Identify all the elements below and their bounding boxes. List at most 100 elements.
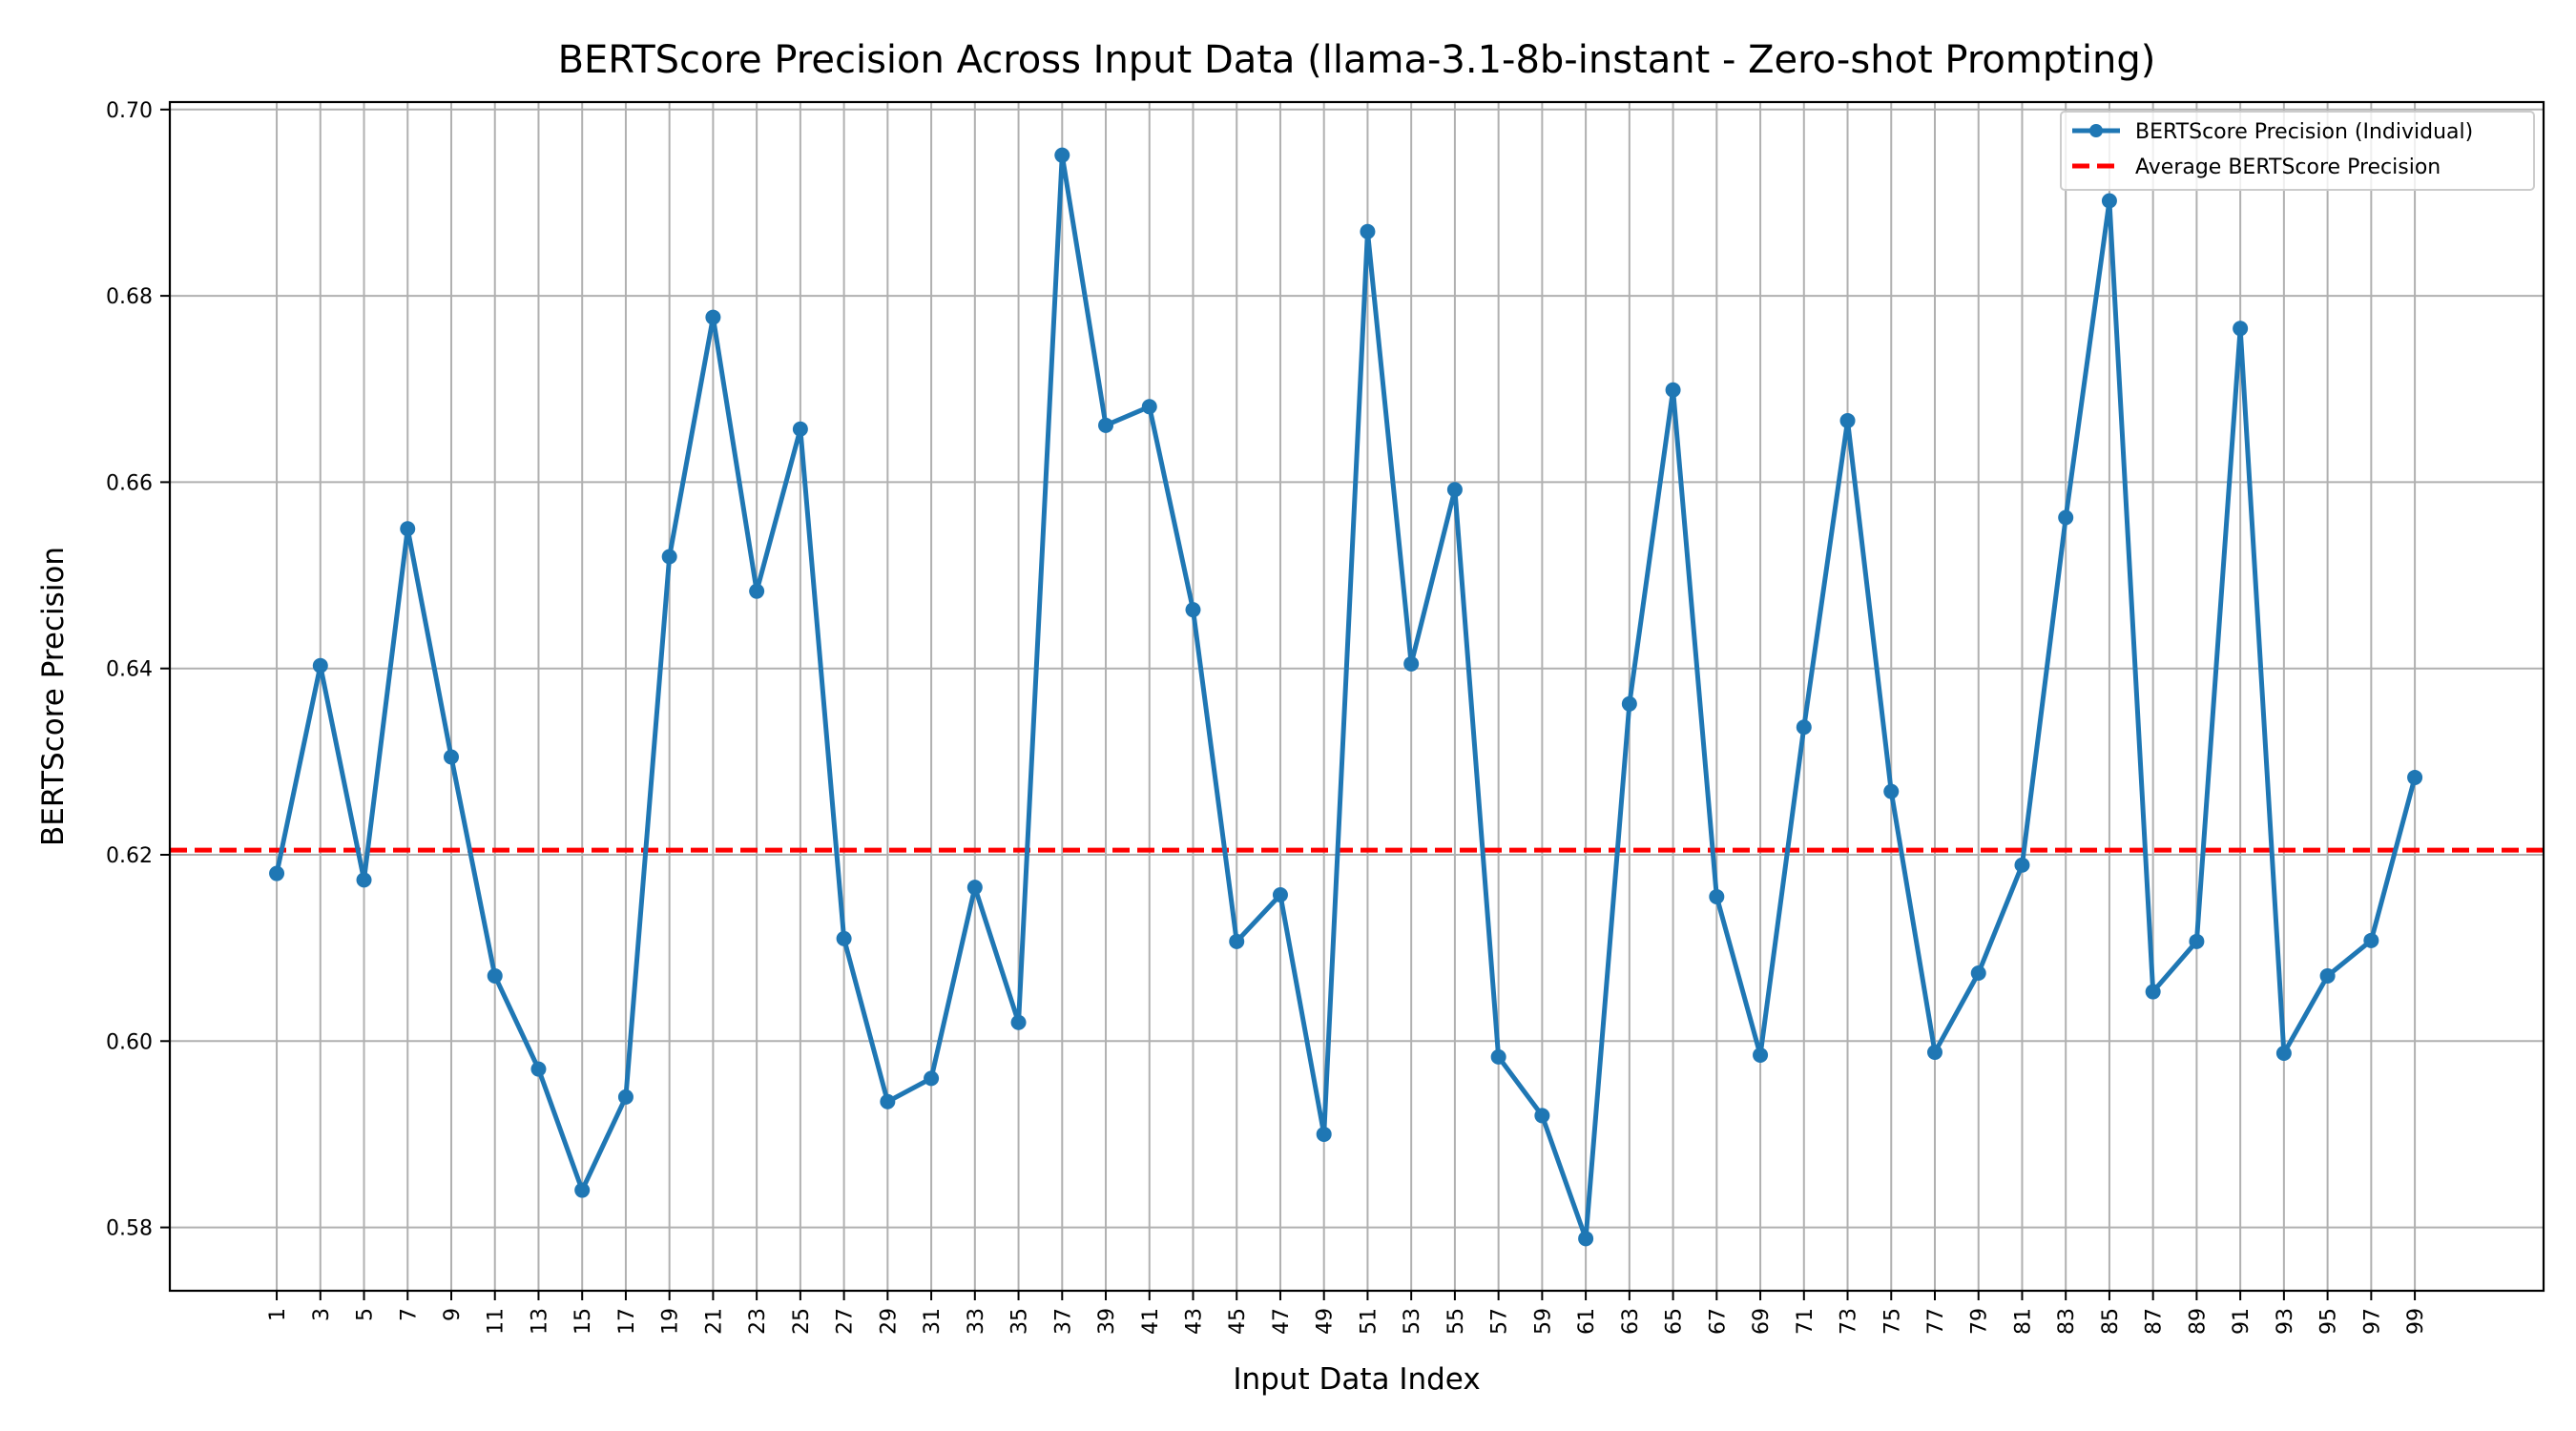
x-tick-label: 95: [2317, 1308, 2341, 1335]
data-point: [356, 872, 372, 888]
data-point: [661, 549, 677, 565]
x-tick-label: 81: [2011, 1308, 2035, 1335]
x-tick-label: 1: [266, 1308, 290, 1321]
x-tick-label: 7: [397, 1308, 421, 1321]
data-point: [1272, 886, 1288, 902]
data-point: [1141, 399, 1157, 415]
legend-series-label: BERTScore Precision (Individual): [2135, 120, 2473, 144]
x-tick-label: 41: [1139, 1308, 1163, 1335]
data-point: [749, 583, 765, 599]
data-point: [2014, 857, 2030, 873]
x-tick-label: 79: [1968, 1308, 1992, 1335]
data-point: [1621, 695, 1637, 712]
data-point: [269, 865, 285, 881]
data-point: [574, 1182, 591, 1198]
x-tick-label: 55: [1444, 1308, 1468, 1335]
data-point: [1010, 1014, 1027, 1030]
data-point: [1403, 655, 1420, 672]
data-point: [836, 930, 852, 946]
x-tick-label: 21: [702, 1308, 726, 1335]
data-point: [617, 1089, 634, 1105]
data-point: [2407, 769, 2423, 785]
x-tick-label: 3: [310, 1308, 334, 1321]
x-tick-label: 49: [1314, 1308, 1338, 1335]
data-point: [2275, 1045, 2292, 1061]
data-point: [1839, 412, 1856, 428]
data-point: [1578, 1231, 1594, 1247]
chart-title: BERTScore Precision Across Input Data (l…: [558, 38, 2156, 82]
data-point: [312, 657, 328, 674]
data-point: [1316, 1126, 1332, 1142]
y-tick-label: 0.58: [106, 1217, 153, 1241]
x-tick-label: 69: [1750, 1308, 1774, 1335]
data-point: [1665, 382, 1681, 398]
x-tick-label: 85: [2099, 1308, 2123, 1335]
x-tick-label: 63: [1619, 1308, 1643, 1335]
legend: BERTScore Precision (Individual) Average …: [2060, 111, 2535, 191]
data-point: [792, 421, 808, 437]
x-tick-label: 23: [746, 1308, 770, 1335]
y-tick-label: 0.70: [106, 99, 153, 123]
data-point: [966, 880, 983, 896]
x-tick-label: 57: [1488, 1308, 1512, 1335]
data-point: [880, 1093, 896, 1110]
data-point: [2145, 984, 2161, 1000]
y-tick-label: 0.68: [106, 285, 153, 309]
x-tick-label: 47: [1270, 1308, 1294, 1335]
x-tick-label: 27: [834, 1308, 858, 1335]
data-point: [1970, 965, 1986, 982]
x-tick-label: 77: [1924, 1308, 1948, 1335]
data-point: [2101, 193, 2117, 209]
data-point: [1883, 783, 1900, 799]
x-tick-label: 67: [1706, 1308, 1730, 1335]
grid: [170, 102, 2544, 1291]
data-point: [1229, 933, 1245, 949]
x-tick-label: 43: [1182, 1308, 1206, 1335]
x-tick-label: 73: [1838, 1308, 1861, 1335]
x-tick-label: 53: [1401, 1308, 1424, 1335]
data-point: [443, 749, 459, 765]
data-point: [530, 1061, 547, 1077]
x-tick-label: 37: [1051, 1308, 1075, 1335]
series-group: [269, 147, 2423, 1247]
x-tick-label: 87: [2143, 1308, 2167, 1335]
x-tick-label: 9: [441, 1308, 465, 1321]
x-axis-label: Input Data Index: [1233, 1362, 1480, 1397]
x-tick-label: 5: [354, 1308, 378, 1321]
data-point: [2363, 932, 2379, 948]
x-tick-label: 25: [790, 1308, 814, 1335]
legend-series-marker: [2089, 124, 2103, 137]
x-tick-label: 17: [615, 1308, 639, 1335]
data-point: [1534, 1108, 1550, 1124]
data-point: [2233, 321, 2249, 337]
data-point: [1185, 602, 1201, 618]
x-tick-label: 75: [1880, 1308, 1904, 1335]
x-tick-label: 65: [1663, 1308, 1687, 1335]
data-point: [1098, 417, 1114, 433]
y-axis: 0.58 0.60 0.62 0.64 0.66 0.68 0.70: [106, 99, 170, 1241]
legend-box: [2060, 111, 2535, 191]
data-point: [1753, 1047, 1769, 1063]
data-point: [400, 521, 416, 537]
data-point: [487, 967, 503, 984]
data-point: [705, 309, 721, 325]
x-tick-label: 15: [571, 1308, 595, 1335]
data-point: [1054, 147, 1070, 163]
y-axis-label: BERTScore Precision: [36, 547, 71, 846]
x-tick-label: 89: [2186, 1308, 2210, 1335]
data-point: [1709, 888, 1725, 904]
x-tick-label: 83: [2055, 1308, 2079, 1335]
x-tick-label: 29: [877, 1308, 901, 1335]
data-point: [2319, 967, 2336, 984]
data-point: [1446, 482, 1463, 498]
x-tick-label: 19: [659, 1308, 683, 1335]
x-tick-label: 91: [2230, 1308, 2254, 1335]
x-tick-label: 13: [528, 1308, 551, 1335]
x-tick-label: 11: [485, 1308, 509, 1335]
x-tick-label: 45: [1226, 1308, 1250, 1335]
series-line: [274, 153, 2418, 1241]
plot-frame: [168, 100, 2545, 1293]
x-tick-label: 97: [2360, 1308, 2384, 1335]
y-tick-label: 0.60: [106, 1030, 153, 1054]
